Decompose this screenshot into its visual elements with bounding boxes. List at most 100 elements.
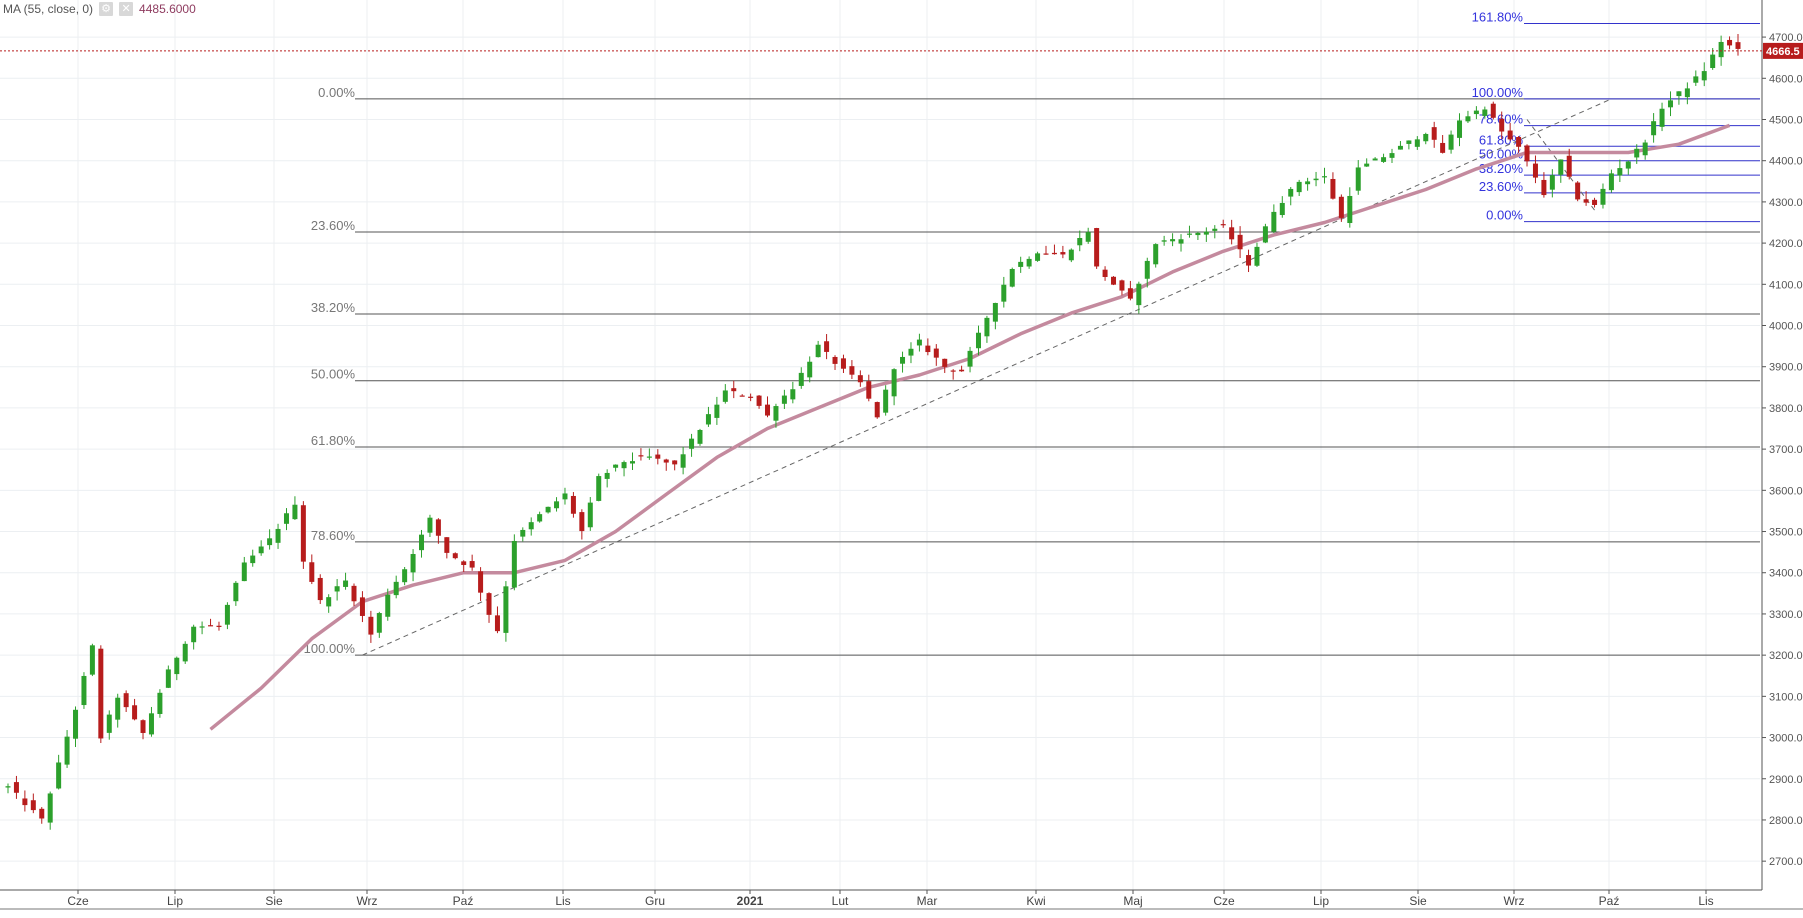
candle-body <box>376 613 382 633</box>
candle-body <box>840 358 846 369</box>
candle-body <box>992 302 998 322</box>
candle-body <box>950 370 956 372</box>
candle-body <box>528 522 534 530</box>
candle-body <box>1355 167 1361 191</box>
candle-body <box>1237 234 1243 250</box>
candle-body <box>494 615 500 632</box>
fib-level-label: 0.00% <box>318 85 355 100</box>
candle-body <box>655 454 661 459</box>
candle-body <box>292 504 298 520</box>
fib-level-label: 78.60% <box>311 528 356 543</box>
candle-body <box>283 513 289 524</box>
candle-body <box>1195 232 1201 236</box>
candle-body <box>1608 173 1614 191</box>
candle-body <box>1381 157 1387 162</box>
candle-body <box>967 350 973 367</box>
candle-body <box>452 553 458 559</box>
candle-body <box>300 505 306 562</box>
indicator-value: 4485.6000 <box>139 2 196 16</box>
candle-body <box>1338 196 1344 218</box>
last-price-badge <box>1763 42 1803 59</box>
candle-body <box>1136 283 1142 306</box>
close-icon[interactable]: ✕ <box>119 2 134 16</box>
candle-body <box>916 339 922 346</box>
y-tick-label: 4400.00 <box>1769 156 1803 168</box>
candle-body <box>241 562 247 582</box>
candle-body <box>824 341 830 352</box>
candle-body <box>621 462 627 469</box>
candle-body <box>765 404 771 416</box>
candle-body <box>638 455 644 457</box>
candle-body <box>537 514 543 522</box>
candle-body <box>1727 39 1733 46</box>
candle-body <box>883 389 889 413</box>
candle-body <box>1735 42 1741 49</box>
x-tick-label: Gru <box>645 894 665 908</box>
candle-body <box>419 534 425 551</box>
candle-body <box>1406 140 1412 144</box>
candle-body <box>680 454 686 468</box>
candle-body <box>1642 142 1648 156</box>
candle-body <box>81 675 87 706</box>
candle-body <box>570 495 576 514</box>
candle-body <box>469 561 475 568</box>
candle-body <box>1296 181 1302 193</box>
candle-body <box>1364 163 1370 167</box>
candle-body <box>1043 253 1049 255</box>
candle-body <box>275 528 281 543</box>
candle-body <box>925 345 931 353</box>
candle-body <box>1423 133 1429 142</box>
candle-body <box>1009 268 1015 287</box>
candle-body <box>731 388 737 392</box>
candle-body <box>427 517 433 533</box>
y-tick-label: 3200.00 <box>1769 650 1803 662</box>
candle-body <box>351 585 357 602</box>
candle-body <box>1313 178 1319 181</box>
fib-level-label: 38.20% <box>1479 161 1524 176</box>
candle-body <box>798 372 804 386</box>
candle-body <box>140 720 146 733</box>
candles <box>5 34 1741 830</box>
candle-body <box>689 438 695 449</box>
candle-body <box>1659 108 1665 127</box>
candle-body <box>1170 239 1176 242</box>
candle-body <box>359 597 365 616</box>
candle-body <box>165 669 171 688</box>
x-tick-label: 2021 <box>737 894 764 908</box>
y-tick-label: 4700.00 <box>1769 32 1803 44</box>
candle-body <box>1347 195 1353 224</box>
candle-body <box>1254 246 1260 266</box>
fib-retracement-minor: 161.80%100.00%78.60%61.80%50.00%38.20%23… <box>1472 9 1760 223</box>
candle-body <box>22 798 28 806</box>
candle-body <box>908 348 914 356</box>
candle-body <box>1077 238 1083 246</box>
fib-level-label: 23.60% <box>1479 179 1524 194</box>
candle-body <box>444 537 450 553</box>
x-tick-label: Lis <box>555 894 570 908</box>
candle-body <box>1397 145 1403 150</box>
x-tick-label: Lis <box>1698 894 1713 908</box>
candle-body <box>773 406 779 421</box>
candle-body <box>148 713 154 735</box>
gear-icon[interactable]: ⚙ <box>99 2 114 16</box>
candle-body <box>39 808 45 819</box>
candle-body <box>1246 255 1252 266</box>
candle-body <box>1710 54 1716 69</box>
candle-body <box>1262 226 1268 243</box>
fib-level-label: 23.60% <box>311 218 356 233</box>
candle-body <box>1186 233 1192 235</box>
candle-body <box>1102 269 1108 277</box>
candle-body <box>1516 137 1522 147</box>
candle-body <box>182 643 188 662</box>
candle-body <box>1684 88 1690 98</box>
y-tick-label: 3500.00 <box>1769 527 1803 539</box>
candle-body <box>1229 227 1235 240</box>
candle-body <box>326 597 332 607</box>
candle-body <box>402 569 408 583</box>
candle-body <box>1701 71 1707 81</box>
x-tick-label: Sie <box>1409 894 1427 908</box>
candle-body <box>1634 148 1640 158</box>
candle-body <box>790 389 796 400</box>
